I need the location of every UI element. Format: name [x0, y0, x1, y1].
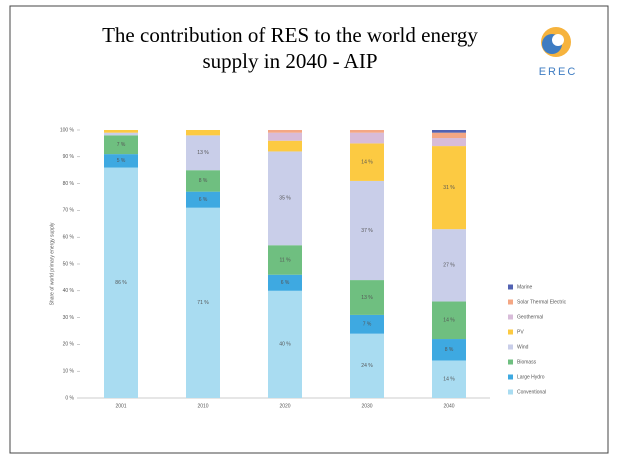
x-tick-label: 2030	[361, 403, 372, 409]
y-tick-label: 100 %	[60, 127, 75, 133]
bar-segment	[104, 130, 138, 133]
bar-segment	[350, 180, 384, 281]
bar-segment	[350, 280, 384, 315]
bar-segment	[268, 274, 302, 291]
legend-label: Solar Thermal Electric	[517, 299, 567, 305]
data-label: 7 %	[363, 322, 372, 328]
data-label: 24 %	[361, 363, 373, 369]
data-label: 5 %	[117, 158, 126, 164]
x-tick-label: 2010	[197, 403, 208, 409]
bar-segment	[432, 360, 466, 398]
bar-segment	[350, 132, 384, 144]
legend-swatch	[508, 284, 513, 290]
legend-swatch	[508, 344, 513, 350]
slide-title: The contribution of RES to the world ene…	[102, 23, 478, 73]
bar-segment	[186, 191, 220, 208]
data-label: 14 %	[361, 159, 373, 165]
logo: EREC	[539, 27, 578, 78]
legend-swatch	[508, 374, 513, 380]
data-label: 86 %	[115, 280, 127, 286]
y-axis-label: Share of world primary energy supply	[49, 222, 55, 305]
y-tick-label: 90 %	[63, 154, 75, 160]
data-label: 7 %	[117, 142, 126, 148]
x-tick-label: 2001	[115, 403, 126, 409]
data-label: 14 %	[443, 318, 455, 324]
legend-label: Large Hydro	[517, 374, 545, 380]
bar-segment	[432, 138, 466, 147]
legend-label: Biomass	[517, 359, 537, 365]
bar-segment	[186, 130, 220, 136]
y-tick-label: 50 %	[63, 261, 75, 267]
data-label: 6 %	[199, 197, 208, 203]
bar-segment	[350, 314, 384, 334]
data-label: 13 %	[197, 150, 209, 156]
y-tick-label: 80 %	[63, 181, 75, 187]
bar-segment	[186, 135, 220, 171]
bar-segment	[432, 146, 466, 230]
y-tick-label: 10 %	[63, 369, 75, 375]
legend-swatch	[508, 314, 513, 320]
data-label: 8 %	[445, 347, 454, 353]
bar-segment	[350, 130, 384, 133]
title-box: The contribution of RES to the world ene…	[102, 23, 478, 73]
bar-segment	[432, 301, 466, 340]
data-label: 14 %	[443, 377, 455, 383]
bar-segment	[432, 339, 466, 361]
data-label: 37 %	[361, 228, 373, 234]
data-label: 27 %	[443, 263, 455, 269]
bar-segment	[104, 135, 138, 155]
bar-segment	[268, 245, 302, 275]
y-tick-label: 20 %	[63, 342, 75, 348]
bar-segment	[186, 207, 220, 398]
x-tick-label: 2040	[443, 403, 454, 409]
legend-label: PV	[517, 329, 524, 335]
data-label: 6 %	[281, 280, 290, 286]
data-label: 35 %	[279, 196, 291, 202]
bar-segment	[104, 167, 138, 398]
data-label: 8 %	[199, 178, 208, 184]
bar-segment	[268, 140, 302, 152]
bar-segment	[104, 132, 138, 136]
legend-swatch	[508, 329, 513, 335]
bar-segment	[432, 130, 466, 133]
bar-segment	[432, 132, 466, 139]
legend-label: Marine	[517, 284, 533, 290]
bar-segment	[350, 143, 384, 181]
bar-segment	[268, 132, 302, 141]
legend-swatch	[508, 359, 513, 365]
logo-text: EREC	[539, 66, 578, 78]
y-tick-label: 70 %	[63, 208, 75, 214]
bar-segment	[268, 290, 302, 398]
legend-swatch	[508, 299, 513, 305]
y-tick-label: 30 %	[63, 315, 75, 321]
data-label: 11 %	[279, 257, 291, 263]
legend-label: Geothermal	[517, 314, 543, 320]
y-tick-label: 40 %	[63, 288, 75, 294]
bar-segment	[104, 154, 138, 168]
data-label: 71 %	[197, 300, 209, 306]
data-label: 31 %	[443, 185, 455, 191]
bar-segment	[186, 170, 220, 192]
logo-center	[552, 34, 564, 46]
bar-segment	[432, 229, 466, 302]
legend-label: Conventional	[517, 389, 546, 395]
y-tick-label: 60 %	[63, 235, 75, 241]
data-label: 13 %	[361, 295, 373, 301]
legend-swatch	[508, 389, 513, 395]
bar-segment	[268, 151, 302, 246]
bar-segment	[268, 130, 302, 133]
y-tick-label: 0 %	[65, 395, 74, 401]
data-label: 40 %	[279, 342, 291, 348]
x-tick-label: 2020	[279, 403, 290, 409]
bar-segment	[350, 333, 384, 398]
legend-label: Wind	[517, 344, 529, 350]
